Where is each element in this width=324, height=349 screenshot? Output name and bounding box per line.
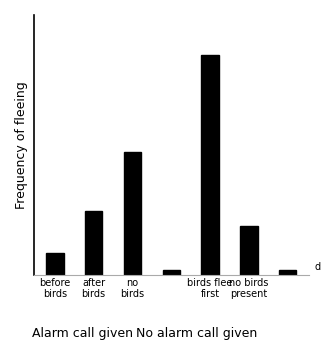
Bar [240, 226, 258, 275]
Bar [124, 153, 141, 275]
Y-axis label: Frequency of fleeing: Frequency of fleeing [15, 81, 28, 209]
Text: No alarm call given: No alarm call given [136, 327, 257, 340]
Bar [279, 270, 296, 275]
Bar [46, 253, 64, 275]
Bar [201, 55, 219, 275]
Text: d: d [314, 262, 320, 272]
Text: Alarm call given: Alarm call given [32, 327, 133, 340]
Bar [163, 270, 180, 275]
Bar [85, 210, 102, 275]
